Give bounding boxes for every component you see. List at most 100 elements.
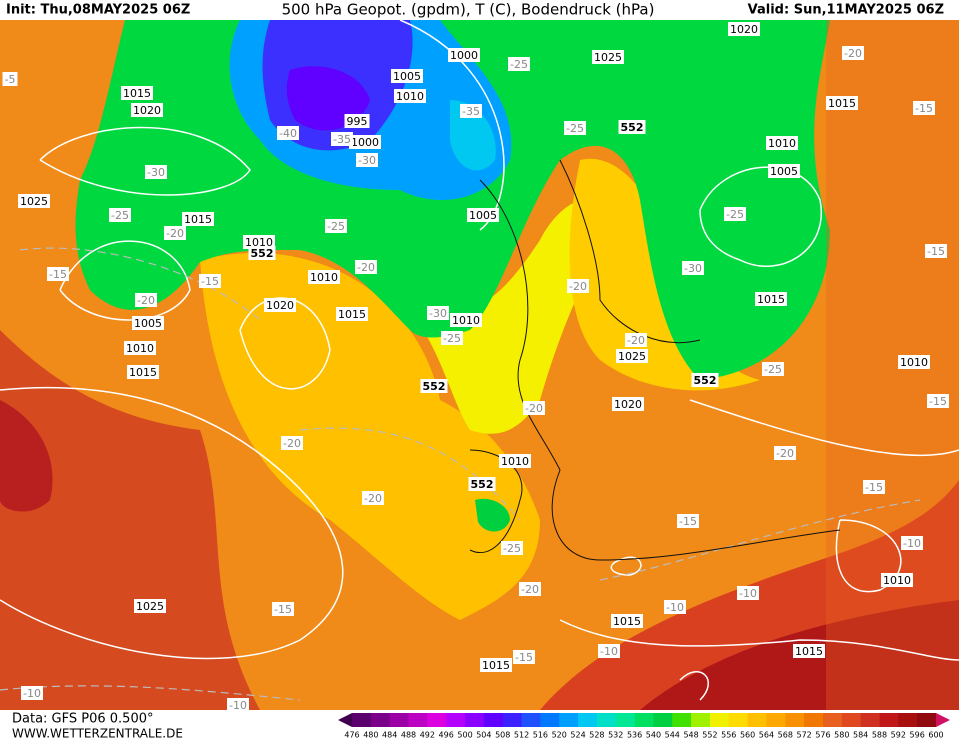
pressure-label-box <box>793 644 825 658</box>
pressure-label-box <box>616 349 648 363</box>
pressure-label-box <box>132 316 164 330</box>
colorbar-segment <box>860 713 880 727</box>
pressure-label: 1005 <box>467 208 499 222</box>
geopotential-label-box <box>618 120 646 134</box>
temperature-label-text: -10 <box>666 601 684 614</box>
temperature-label-text: -20 <box>283 437 301 450</box>
temperature-label: -25 <box>441 331 463 345</box>
colorbar-label: 492 <box>420 731 435 740</box>
temperature-label-box <box>325 219 347 233</box>
colorbar-segment <box>370 713 391 727</box>
temperature-label: -20 <box>523 401 545 415</box>
pressure-label: 1010 <box>450 313 482 327</box>
pressure-label: 1005 <box>391 69 423 83</box>
temperature-label: -10 <box>901 536 923 550</box>
temperature-label: -35 <box>331 132 353 146</box>
temperature-label: -15 <box>47 267 69 281</box>
colorbar-segment <box>691 713 711 727</box>
temperature-label-text: -15 <box>201 275 219 288</box>
temperature-label-text: -35 <box>462 105 480 118</box>
temperature-label-box <box>863 480 885 494</box>
temperature-label-box <box>355 260 377 274</box>
colorbar-label: 556 <box>721 731 736 740</box>
temperature-label-box <box>927 394 949 408</box>
temperature-label: -20 <box>567 279 589 293</box>
pressure-label-text: 1025 <box>594 51 622 64</box>
temperature-label-box <box>2 72 18 86</box>
temperature-label-box <box>164 226 186 240</box>
pressure-label: 1020 <box>264 298 296 312</box>
pressure-label-box <box>499 454 531 468</box>
colorbar-segment <box>804 713 824 727</box>
temperature-label-text: -25 <box>111 209 129 222</box>
geopotential-label-text: 552 <box>694 374 717 387</box>
geopotential-label: 552 <box>420 379 448 393</box>
colorbar-label: 568 <box>778 731 793 740</box>
temperature-label: -15 <box>913 101 935 115</box>
temperature-label: -15 <box>199 274 221 288</box>
colorbar-segment <box>446 713 466 727</box>
valid-time: Valid: Sun,11MAY2025 06Z <box>748 3 944 18</box>
temperature-label: -10 <box>227 698 249 712</box>
geopotential-label: 552 <box>468 477 496 491</box>
colorbar-label: 476 <box>344 731 359 740</box>
pressure-label: 1015 <box>793 644 825 658</box>
pressure-label-text: 1010 <box>883 574 911 587</box>
pressure-label-text: 1005 <box>393 70 421 83</box>
colorbar-label: 592 <box>891 731 906 740</box>
colorbar-segment <box>766 713 786 727</box>
temperature-label: -15 <box>513 650 535 664</box>
colorbar-label: 596 <box>910 731 925 740</box>
colorbar-segment <box>559 713 579 727</box>
colorbar-label: 544 <box>665 731 680 740</box>
colorbar-arrow <box>936 713 950 727</box>
pressure-label-box <box>182 212 214 226</box>
temperature-label-text: -5 <box>5 73 16 86</box>
colorbar-segment <box>521 713 541 727</box>
temperature-label: -15 <box>677 514 699 528</box>
colorbar-segment <box>502 713 523 727</box>
temperature-label-box <box>513 650 535 664</box>
temperature-label-box <box>272 602 294 616</box>
pressure-label-box <box>121 86 153 100</box>
colorbar-segment <box>653 713 673 727</box>
temperature-label-text: -15 <box>679 515 697 528</box>
pressure-label: 1015 <box>127 365 159 379</box>
colorbar-segment <box>540 713 560 727</box>
pressure-label: 1015 <box>755 292 787 306</box>
pressure-label-text: 1025 <box>618 350 646 363</box>
temperature-label-text: -20 <box>776 447 794 460</box>
pressure-label-text: 1005 <box>770 165 798 178</box>
temperature-label-box <box>145 165 167 179</box>
temperature-label: -5 <box>2 72 18 86</box>
temperature-label: -20 <box>774 446 796 460</box>
temperature-label: -10 <box>737 586 759 600</box>
temperature-label-text: -25 <box>566 122 584 135</box>
pressure-label: 1005 <box>768 164 800 178</box>
colorbar-label: 508 <box>495 731 510 740</box>
temperature-label: -20 <box>135 293 157 307</box>
pressure-label-text: 1000 <box>450 49 478 62</box>
colorbar-label: 548 <box>683 731 698 740</box>
pressure-label-box <box>480 658 512 672</box>
pressure-label: 1010 <box>124 341 156 355</box>
temperature-label-text: -25 <box>327 220 345 233</box>
pressure-label: 1010 <box>881 573 913 587</box>
temperature-label-box <box>598 644 620 658</box>
pressure-label: 1020 <box>728 22 760 36</box>
pressure-label-box <box>881 573 913 587</box>
init-time: Init: Thu,08MAY2025 06Z <box>6 3 190 18</box>
pressure-label: 1015 <box>611 614 643 628</box>
pressure-label-box <box>264 298 296 312</box>
colorbar-segment <box>483 713 504 727</box>
geopotential-label-box <box>420 379 448 393</box>
temperature-label-text: -20 <box>844 47 862 60</box>
geopotential-label: 552 <box>248 246 276 260</box>
colorbar-label: 500 <box>457 731 472 740</box>
pressure-label-box <box>612 397 644 411</box>
pressure-label: 1015 <box>121 86 153 100</box>
temperature-label: -15 <box>863 480 885 494</box>
temperature-label-text: -20 <box>521 583 539 596</box>
temperature-label-text: -35 <box>333 133 351 146</box>
temperature-label: -20 <box>519 582 541 596</box>
